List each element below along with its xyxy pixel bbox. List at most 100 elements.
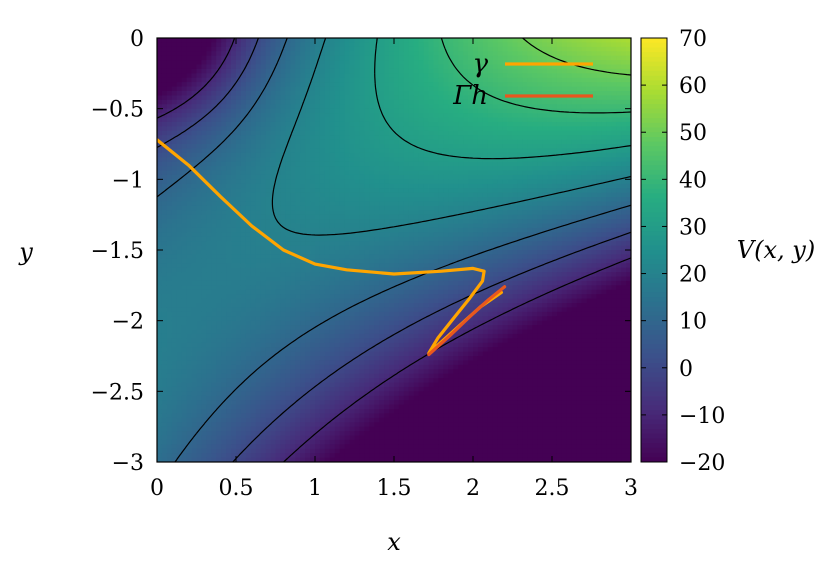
heatmap-cell — [186, 373, 192, 379]
heatmap-cell — [369, 104, 375, 110]
heatmap-cell — [171, 382, 178, 388]
heatmap-cell — [221, 307, 227, 313]
heatmap-cell — [310, 201, 316, 207]
heatmap-cell — [319, 258, 326, 264]
heatmap-cell — [236, 426, 242, 432]
heatmap-cell — [206, 391, 212, 397]
heatmap-cell — [339, 121, 346, 127]
heatmap-cell — [389, 422, 395, 428]
heatmap-cell — [394, 409, 400, 414]
heatmap-cell — [295, 210, 301, 216]
heatmap-cell — [280, 210, 286, 216]
heatmap-cell — [305, 121, 311, 127]
heatmap-cell — [216, 325, 222, 330]
heatmap-cell — [206, 311, 212, 317]
heatmap-cell — [408, 68, 415, 74]
heatmap-cell — [408, 104, 415, 110]
heatmap-cell — [211, 179, 217, 185]
heatmap-cell — [196, 404, 202, 410]
heatmap-cell — [349, 144, 355, 149]
heatmap-cell — [310, 166, 316, 171]
heatmap-cell — [329, 108, 336, 114]
heatmap-cell — [211, 426, 217, 432]
heatmap-cell — [364, 192, 370, 198]
heatmap-cell — [240, 170, 247, 176]
heatmap-cell — [300, 51, 306, 57]
heatmap-cell — [265, 417, 271, 423]
heatmap-cell — [324, 183, 331, 189]
heatmap-cell — [226, 356, 232, 361]
heatmap-cell — [255, 91, 262, 96]
heatmap-cell — [250, 382, 257, 388]
heatmap-cell — [394, 316, 400, 322]
heatmap-cell — [285, 121, 291, 127]
heatmap-cell — [389, 157, 395, 163]
heatmap-cell — [290, 444, 296, 450]
heatmap-cell — [329, 86, 336, 92]
heatmap-cell — [398, 38, 405, 43]
heatmap-cell — [369, 338, 375, 344]
heatmap-cell — [176, 280, 183, 286]
heatmap-cell — [389, 68, 395, 74]
heatmap-cell — [379, 280, 385, 286]
heatmap-cell — [280, 73, 286, 79]
heatmap-cell — [389, 409, 395, 414]
heatmap-cell — [260, 404, 267, 410]
heatmap-cell — [221, 356, 227, 361]
heatmap-cell — [206, 126, 212, 132]
heatmap-cell — [319, 457, 326, 462]
heatmap-cell — [231, 409, 237, 414]
heatmap-cell — [315, 426, 321, 432]
heatmap-cell — [408, 117, 415, 123]
heatmap-cell — [398, 294, 405, 299]
heatmap-cell — [157, 188, 163, 193]
heatmap-cell — [359, 157, 365, 163]
heatmap-cell — [201, 280, 207, 286]
heatmap-cell — [369, 254, 375, 260]
heatmap-cell — [260, 400, 267, 405]
heatmap-cell — [305, 347, 311, 352]
heatmap-cell — [379, 188, 385, 193]
heatmap-cell — [315, 64, 321, 70]
heatmap-cell — [315, 289, 321, 295]
heatmap-cell — [221, 223, 227, 229]
heatmap-cell — [408, 263, 415, 269]
heatmap-cell — [260, 188, 267, 193]
heatmap-cell — [231, 267, 237, 273]
heatmap-cell — [221, 316, 227, 322]
heatmap-cell — [275, 60, 281, 65]
heatmap-cell — [334, 68, 341, 74]
heatmap-cell — [270, 245, 276, 251]
heatmap-cell — [339, 55, 346, 61]
heatmap-cell — [295, 55, 301, 61]
heatmap-cell — [176, 188, 183, 193]
heatmap-cell — [157, 99, 163, 105]
heatmap-cell — [186, 104, 192, 110]
heatmap-cell — [186, 369, 192, 375]
heatmap-cell — [181, 294, 188, 299]
heatmap-cell — [226, 205, 232, 211]
heatmap-cell — [329, 347, 336, 352]
heatmap-cell — [221, 166, 227, 171]
heatmap-cell — [290, 192, 296, 198]
heatmap-cell — [171, 311, 178, 317]
heatmap-cell — [354, 254, 360, 260]
heatmap-cell — [265, 289, 271, 295]
heatmap-cell — [379, 364, 385, 370]
heatmap-cell — [369, 192, 375, 198]
heatmap-cell — [379, 214, 385, 220]
heatmap-cell — [398, 91, 405, 96]
heatmap-cell — [379, 60, 385, 65]
heatmap-cell — [319, 342, 326, 348]
heatmap-cell — [285, 404, 291, 410]
heatmap-cell — [344, 395, 350, 401]
heatmap-cell — [176, 135, 183, 140]
heatmap-cell — [295, 139, 301, 145]
heatmap-cell — [265, 444, 271, 450]
heatmap-cell — [300, 214, 306, 220]
heatmap-cell — [161, 51, 168, 57]
heatmap-cell — [403, 311, 410, 317]
heatmap-cell — [181, 342, 188, 348]
heatmap-cell — [359, 382, 365, 388]
heatmap-cell — [384, 311, 390, 317]
